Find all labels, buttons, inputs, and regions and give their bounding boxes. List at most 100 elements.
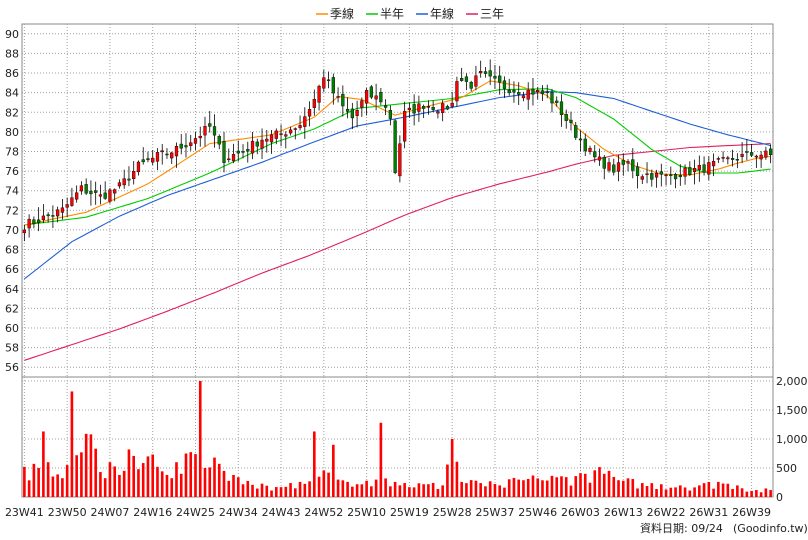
volume-bar [322, 470, 326, 497]
candle-body [460, 78, 464, 81]
x-tick-label: 23W41 [5, 506, 44, 519]
candle-body [269, 134, 274, 143]
volume-tick-label: 500 [776, 462, 797, 475]
volume-bar [84, 433, 88, 497]
candle-body [616, 162, 621, 172]
volume-bar [213, 457, 216, 497]
volume-bar [351, 486, 354, 497]
candle-body [326, 79, 331, 81]
volume-bar [531, 475, 535, 497]
candle-body [654, 172, 659, 178]
candle-body [265, 138, 269, 142]
candle-body [469, 81, 473, 89]
candle-body [388, 110, 392, 119]
volume-bar [251, 484, 254, 497]
volume-bar [179, 473, 183, 497]
volume-bar [579, 473, 582, 497]
volume-bar [441, 485, 444, 497]
candle-body [768, 148, 773, 156]
volume-bar [564, 477, 568, 497]
volume-bar [469, 480, 473, 497]
volume-bar [484, 486, 487, 497]
data-date-label: 資料日期: 09/24 [640, 521, 723, 535]
candle-body [493, 75, 497, 79]
volume-bar [745, 491, 749, 497]
volume-bar [127, 449, 131, 497]
volume-bar [313, 431, 316, 497]
volume-bar [479, 483, 482, 497]
candle-body [103, 192, 107, 199]
volume-bar [255, 488, 259, 497]
volume-bar [170, 478, 174, 497]
volume-tick-label: 1,500 [776, 404, 808, 417]
volume-bar [436, 488, 440, 497]
price-tick-label: 70 [5, 224, 19, 237]
candle-body [184, 145, 188, 148]
volume-bar [636, 488, 639, 497]
candle-body [455, 81, 459, 102]
candle-body [602, 157, 606, 169]
candle-body [246, 149, 250, 152]
volume-bar [246, 480, 250, 497]
candle-body [132, 171, 136, 180]
volume-bar [598, 467, 601, 497]
candle-body [193, 138, 198, 144]
volume-bar [118, 474, 121, 497]
candle-body [692, 168, 697, 173]
candle-body [108, 189, 112, 202]
candle-body [403, 111, 407, 142]
candle-body [502, 80, 507, 89]
price-panel: 56 58 60 62 64 66 68 70 72 74 76 78 80 82 84 86 88 90 [5, 23, 774, 378]
x-tick-label: 25W10 [347, 506, 386, 519]
volume-bar [89, 434, 93, 497]
volume-bar [151, 454, 155, 497]
candle-body [345, 108, 350, 112]
volume-bar [32, 463, 36, 497]
candle-body [151, 157, 155, 163]
candle-body [312, 98, 316, 108]
volume-tick-label: 0 [776, 491, 783, 504]
volume-bar [569, 485, 573, 497]
volume-bar [617, 480, 620, 497]
volume-bar [236, 477, 240, 497]
volume-bar [360, 484, 364, 497]
legend-label-1: 半年 [380, 7, 404, 21]
candle-body [583, 138, 587, 152]
volume-bar [365, 480, 368, 497]
x-tick-label: 24W52 [304, 506, 343, 519]
price-tick-label: 78 [5, 145, 19, 158]
volume-grid [22, 377, 773, 498]
candle-body [32, 219, 36, 224]
candle-body [350, 108, 354, 119]
candle-body [664, 174, 668, 177]
price-tick-label: 80 [5, 126, 19, 139]
volume-bar [740, 488, 744, 497]
candle-body [84, 184, 88, 194]
volume-bar [42, 431, 45, 497]
volume-bar [270, 490, 273, 497]
volume-bar [384, 478, 387, 497]
x-tick-label: 26W39 [732, 506, 771, 519]
price-panel-frame [21, 23, 774, 378]
volume-bar [80, 452, 83, 497]
price-tick-label: 56 [5, 361, 19, 374]
volume-bar [726, 483, 730, 497]
candle-body [179, 143, 183, 149]
volume-bar [355, 484, 359, 497]
volume-bar [284, 486, 288, 497]
candle-body [279, 133, 283, 135]
volume-bar [289, 483, 292, 497]
volume-bar [545, 480, 549, 497]
volume-bar [446, 464, 449, 497]
candle-body [41, 215, 46, 220]
candle-body [464, 76, 469, 82]
volume-bar [640, 483, 644, 497]
candle-body [393, 120, 397, 173]
volume-bar [541, 480, 544, 497]
volume-bar [46, 462, 50, 497]
volume-bar [222, 470, 226, 497]
volume-bar [260, 483, 264, 497]
volume-bar [560, 476, 563, 497]
candle-body [678, 174, 682, 178]
candle-body [360, 100, 364, 108]
